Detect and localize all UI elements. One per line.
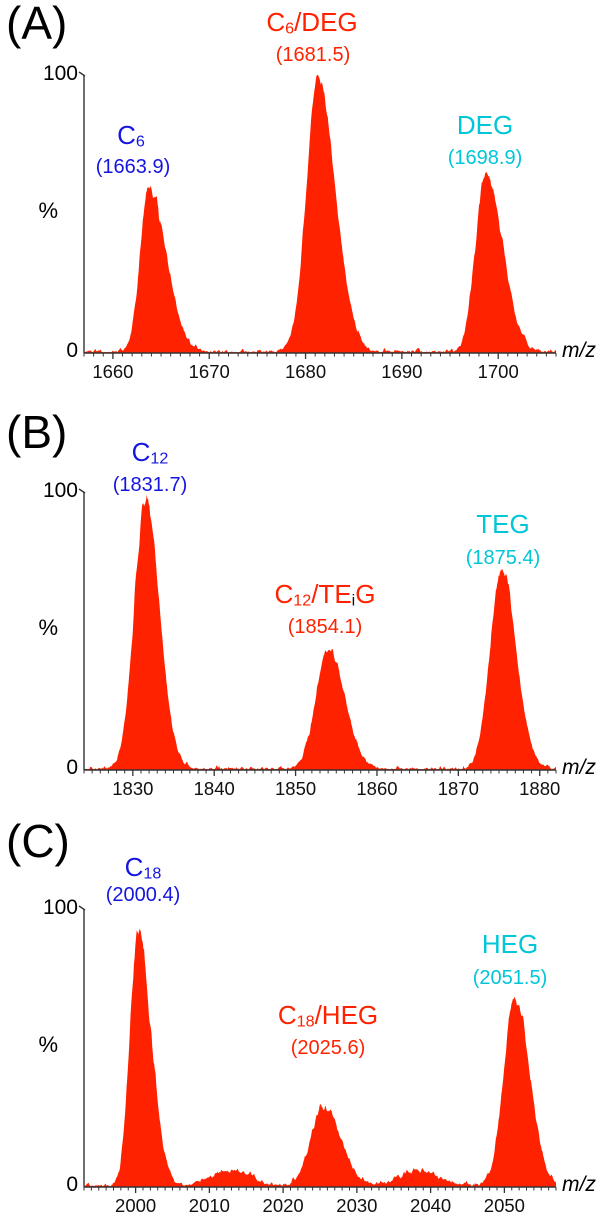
svg-text:2050: 2050 [484, 1195, 525, 1216]
svg-text:1690: 1690 [381, 361, 422, 382]
svg-text:1670: 1670 [189, 361, 230, 382]
svg-text:2030: 2030 [336, 1195, 377, 1216]
svg-text:1680: 1680 [285, 361, 326, 382]
svg-text:1840: 1840 [194, 778, 235, 799]
svg-text:2020: 2020 [263, 1195, 304, 1216]
svg-text:1830: 1830 [112, 778, 153, 799]
svg-text:2040: 2040 [410, 1195, 451, 1216]
svg-text:1700: 1700 [478, 361, 519, 382]
svg-text:1870: 1870 [438, 778, 479, 799]
svg-text:1660: 1660 [92, 361, 133, 382]
svg-text:2000: 2000 [115, 1195, 156, 1216]
svg-text:1880: 1880 [519, 778, 560, 799]
svg-text:2010: 2010 [189, 1195, 230, 1216]
svg-text:1860: 1860 [356, 778, 397, 799]
svg-text:1850: 1850 [275, 778, 316, 799]
